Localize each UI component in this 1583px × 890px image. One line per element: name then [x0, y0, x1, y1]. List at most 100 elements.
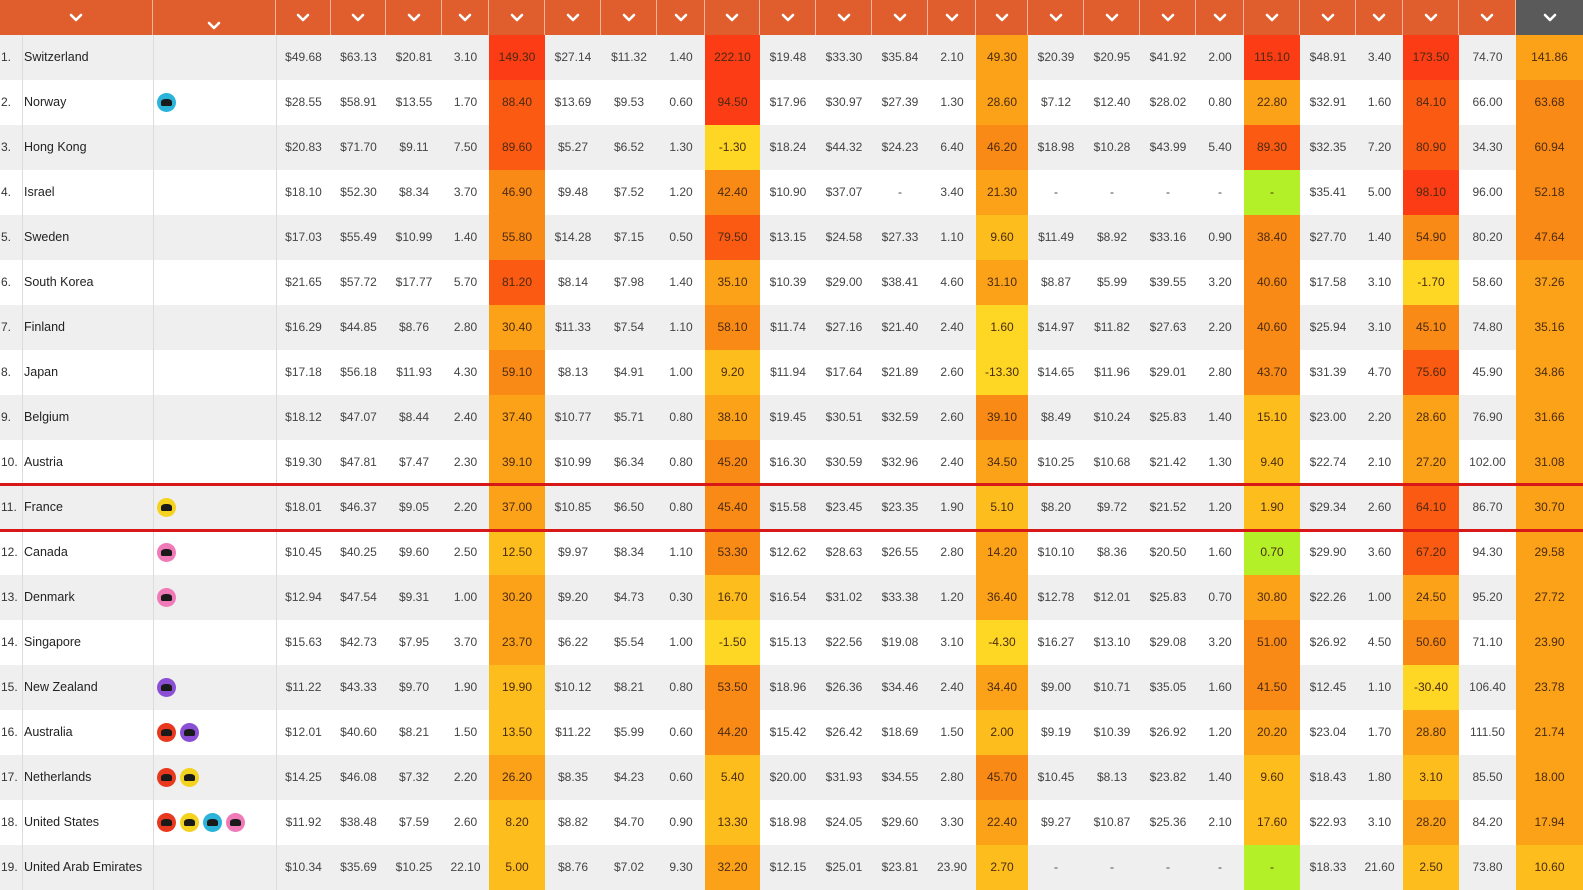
heat-cell: 2.50 [1403, 845, 1459, 890]
value-cell: $10.25 [1037, 455, 1075, 469]
value-cell: $46.08 [340, 770, 377, 784]
column-header-sort-16[interactable] [976, 0, 1028, 35]
heat-cell: 37.40 [489, 395, 545, 440]
chevron-down-icon [296, 13, 310, 21]
column-header-sort-24[interactable] [1403, 0, 1459, 35]
value-cell: 80.20 [1472, 230, 1503, 244]
value-cell: $23.45 [825, 500, 863, 514]
heat-cell: 58.10 [705, 305, 760, 350]
value-cell: 2.60 [940, 365, 964, 379]
value-cell: $9.11 [399, 140, 429, 154]
column-header-sort-5[interactable] [386, 0, 442, 35]
column-header-sort-8[interactable] [545, 0, 601, 35]
value-cell: 1.70 [453, 95, 478, 109]
value-cell: $34.46 [881, 680, 919, 694]
column-header-sort-18[interactable] [1084, 0, 1140, 35]
column-header-sort-6[interactable] [442, 0, 489, 35]
cow-icon-glyph [161, 774, 172, 781]
value-cell: $8.87 [1040, 275, 1072, 289]
sheep-icon [180, 723, 199, 742]
heat-cell: 30.70 [1516, 485, 1583, 530]
sheep-icon [157, 678, 176, 697]
value-cell: 1.60 [1208, 545, 1232, 559]
column-header-sort-25[interactable] [1459, 0, 1516, 35]
heat-cell: 23.70 [489, 620, 545, 665]
value-cell: $26.55 [881, 545, 919, 559]
value-cell: $17.58 [1309, 275, 1347, 289]
value-cell: 1.40 [669, 275, 693, 289]
value-cell: $14.25 [285, 770, 322, 784]
value-cell: 2.40 [940, 320, 964, 334]
country-name: Singapore [24, 635, 81, 649]
column-header-sort-15[interactable] [928, 0, 976, 35]
value-cell: 3.30 [940, 815, 964, 829]
value-cell: 45.90 [1472, 365, 1503, 379]
column-header-sort-9[interactable] [601, 0, 657, 35]
column-header-sort-7[interactable] [489, 0, 545, 35]
pig-icon [226, 813, 245, 832]
column-header-sort-23[interactable] [1356, 0, 1403, 35]
value-cell: $16.30 [769, 455, 807, 469]
heat-cell: 53.50 [705, 665, 760, 710]
country-name: Netherlands [24, 770, 92, 784]
producer-icon-group [153, 80, 276, 125]
value-cell: 1.00 [669, 365, 693, 379]
value-cell: 1.10 [1367, 680, 1392, 694]
column-header-sort-20[interactable] [1196, 0, 1244, 35]
value-cell: 58.60 [1472, 275, 1503, 289]
value-cell: $35.41 [1309, 185, 1347, 199]
heat-cell: 28.60 [976, 80, 1028, 125]
value-cell: $8.34 [398, 185, 430, 199]
value-cell: 0.60 [669, 770, 693, 784]
producer-icons [153, 35, 276, 80]
value-cell: 1.10 [940, 230, 964, 244]
value-cell: $11.49 [1038, 230, 1074, 244]
value-cell: $10.24 [1093, 410, 1131, 424]
column-header-sort-17[interactable] [1028, 0, 1084, 35]
chicken-icon-glyph [161, 504, 172, 511]
column-header-sort-26[interactable] [1516, 0, 1583, 35]
column-header-sort-22[interactable] [1300, 0, 1356, 35]
heat-cell: 35.16 [1516, 305, 1583, 350]
value-cell: 1.70 [1367, 725, 1392, 739]
value-cell: 2.20 [453, 770, 478, 784]
column-header-sort-1[interactable] [0, 0, 153, 35]
column-header-sort-10[interactable] [657, 0, 705, 35]
chevron-down-icon [1049, 13, 1062, 21]
table-row: 6. South Korea $21.65 $57.72 $17.77 5.70 81.20… [0, 260, 1583, 305]
column-header-sort-4[interactable] [331, 0, 386, 35]
value-cell: 3.10 [1367, 815, 1392, 829]
column-header-sort-12[interactable] [760, 0, 816, 35]
column-header-sort-19[interactable] [1140, 0, 1196, 35]
column-header-sort-11[interactable] [705, 0, 760, 35]
value-cell: $40.25 [340, 545, 377, 559]
producer-icons [153, 125, 276, 170]
table-row: 14. Singapore $15.63 $42.73 $7.95 3.70 23.70 $6… [0, 620, 1583, 665]
heat-cell: 37.00 [489, 485, 545, 530]
heat-cell: 60.94 [1516, 125, 1583, 170]
value-cell: 3.40 [1367, 50, 1392, 64]
value-cell: $22.26 [1309, 590, 1347, 604]
producer-icon-group [153, 485, 276, 530]
heat-cell: -1.70 [1403, 260, 1459, 305]
column-header-sort-14[interactable] [872, 0, 928, 35]
value-cell: $44.32 [825, 140, 863, 154]
heat-cell: 12.50 [489, 530, 545, 575]
column-header-sort-3[interactable] [276, 0, 331, 35]
table-row: 1. Switzerland $49.68 $63.13 $20.81 3.10 149.3… [0, 35, 1583, 80]
value-cell: $19.45 [769, 410, 807, 424]
heat-cell: 36.40 [976, 575, 1028, 620]
column-header-sort-2[interactable]: PRODUCER [153, 0, 276, 35]
heat-cell: 2.00 [976, 710, 1028, 755]
value-cell: $8.20 [1040, 500, 1072, 514]
value-cell: 71.10 [1472, 635, 1503, 649]
column-divider [276, 35, 277, 890]
value-cell: 0.80 [669, 410, 693, 424]
column-header-sort-21[interactable] [1244, 0, 1300, 35]
value-cell: $25.94 [1309, 320, 1347, 334]
value-cell: 2.40 [940, 680, 964, 694]
heat-cell: 50.60 [1403, 620, 1459, 665]
column-header-sort-13[interactable] [816, 0, 872, 35]
heat-cell: 1.90 [1244, 485, 1300, 530]
value-cell: 1.20 [669, 185, 693, 199]
